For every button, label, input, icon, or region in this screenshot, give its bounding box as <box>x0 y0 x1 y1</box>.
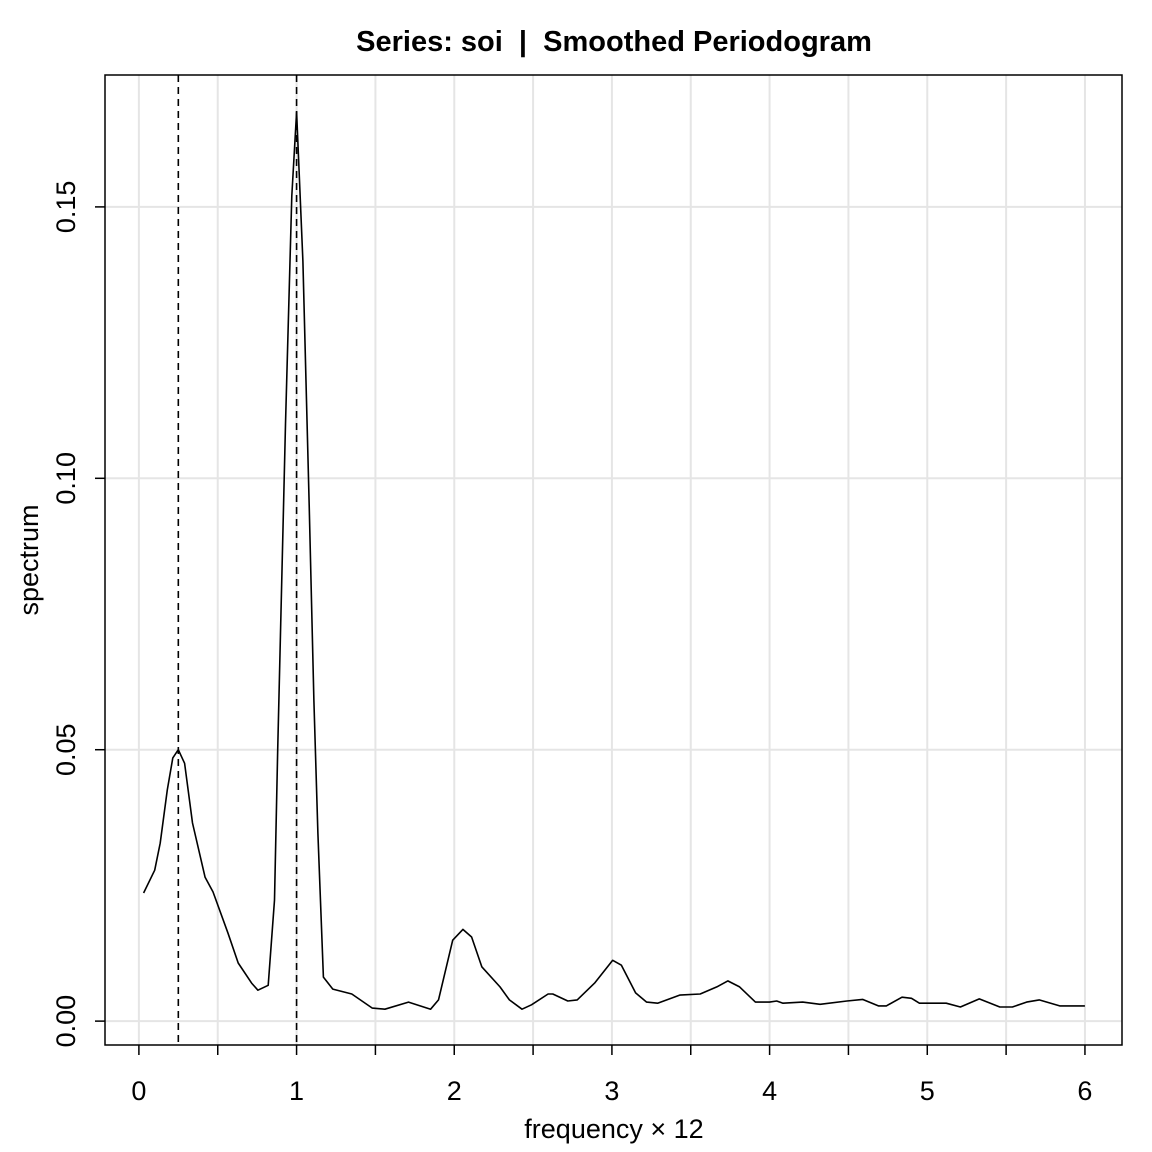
x-axis: 0 1 2 3 4 5 6 <box>131 1045 1092 1106</box>
y-tick-label: 0.00 <box>51 995 81 1048</box>
x-tick-label: 2 <box>447 1076 462 1106</box>
y-tick-label: 0.10 <box>51 452 81 505</box>
x-tick-label: 3 <box>604 1076 619 1106</box>
x-tick-label: 6 <box>1077 1076 1092 1106</box>
grid <box>105 75 1122 1045</box>
chart-title: Series: soi | Smoothed Periodogram <box>356 26 872 58</box>
x-tick-label: 0 <box>131 1076 146 1106</box>
y-axis-label: spectrum <box>14 504 44 615</box>
x-tick-label: 1 <box>289 1076 304 1106</box>
x-tick-label: 4 <box>762 1076 777 1106</box>
y-tick-label: 0.05 <box>51 723 81 776</box>
reference-lines <box>177 75 298 1045</box>
x-axis-label: frequency × 12 <box>524 1114 703 1144</box>
y-axis: 0.00 0.05 0.10 0.15 <box>51 181 105 1048</box>
y-tick-label: 0.15 <box>51 181 81 234</box>
spectrum-line <box>142 111 1085 1010</box>
plot-frame <box>104 74 1123 1046</box>
x-tick-label: 5 <box>920 1076 935 1106</box>
